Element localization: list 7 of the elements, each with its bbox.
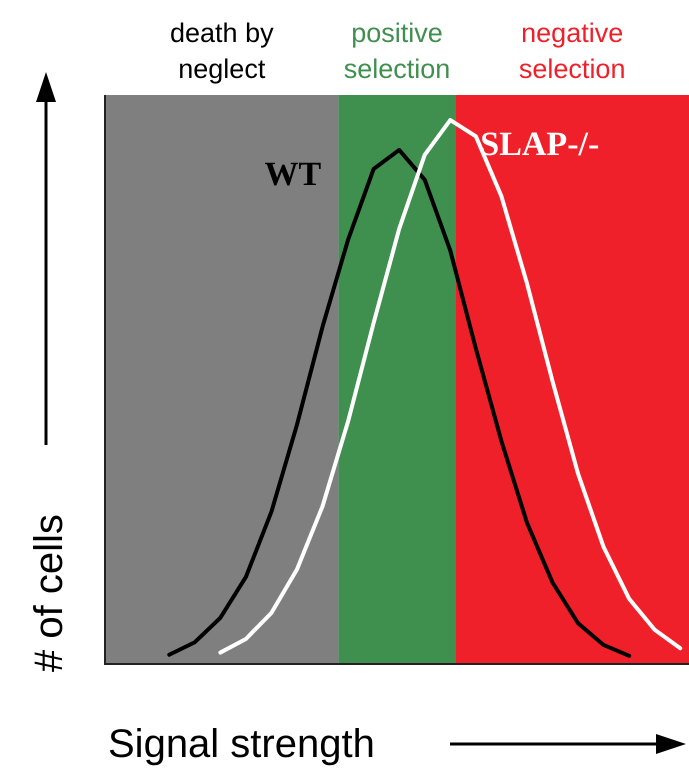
- text: positive selection: [344, 18, 450, 84]
- text: negative selection: [518, 18, 626, 84]
- text: death by neglect: [170, 18, 274, 84]
- series-label: WT: [264, 156, 322, 194]
- y-axis-title: # of cells: [27, 514, 71, 672]
- series-label: SLAP-/-: [480, 126, 600, 164]
- x-axis-title: Signal strength: [108, 722, 375, 766]
